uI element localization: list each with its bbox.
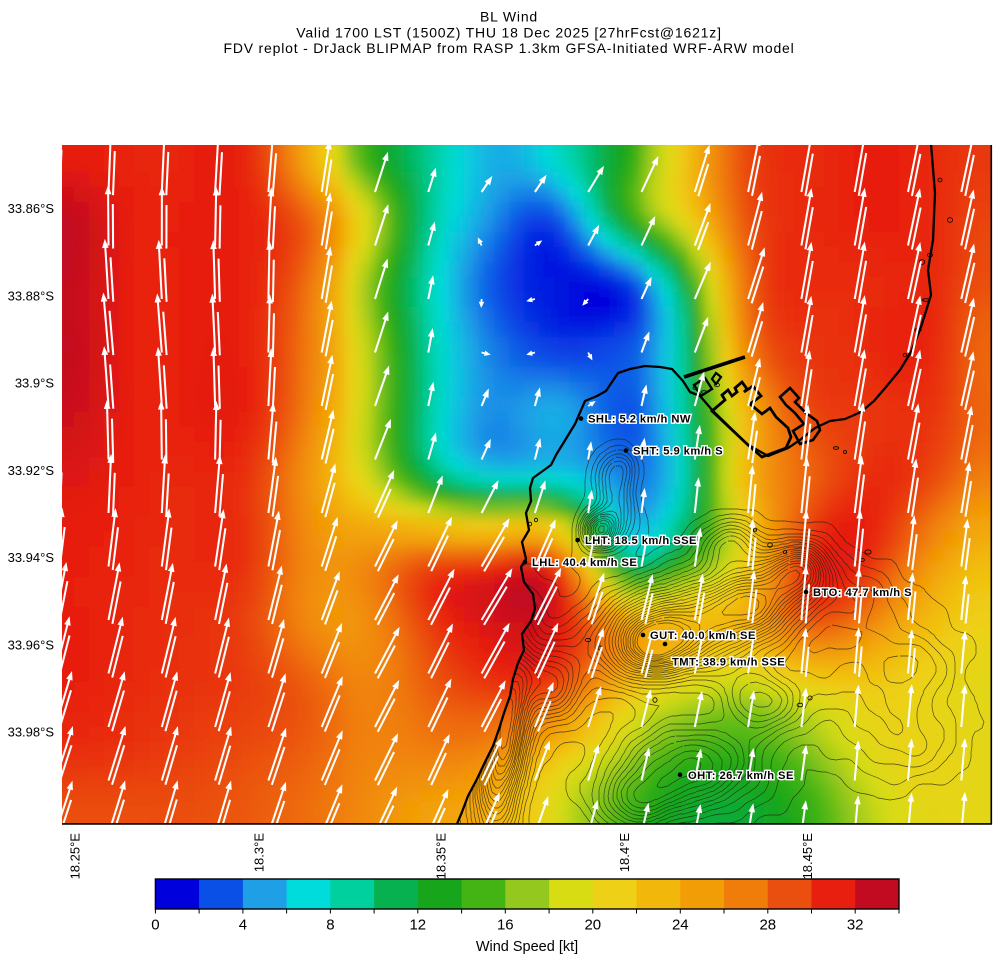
svg-text:33.9°S: 33.9°S (15, 376, 55, 391)
svg-text:33.96°S: 33.96°S (8, 637, 55, 652)
svg-text:LHL: 40.4 km/h SE: LHL: 40.4 km/h SE (532, 557, 637, 569)
svg-text:TMT: 38.9 km/h SSE: TMT: 38.9 km/h SSE (672, 657, 785, 669)
svg-text:20: 20 (584, 917, 601, 934)
svg-text:4: 4 (239, 917, 247, 934)
svg-text:28: 28 (759, 917, 776, 934)
svg-text:18.4°E: 18.4°E (617, 833, 632, 873)
svg-text:33.88°S: 33.88°S (8, 289, 55, 304)
svg-text:18.35°E: 18.35°E (434, 833, 449, 880)
svg-text:Wind Speed [kt]: Wind Speed [kt] (476, 939, 578, 955)
svg-text:FDV replot - DrJack BLIPMAP fr: FDV replot - DrJack BLIPMAP from RASP 1.… (223, 40, 794, 56)
svg-text:Valid 1700 LST (1500Z) THU 18: Valid 1700 LST (1500Z) THU 18 Dec 2025 [… (296, 25, 722, 41)
svg-text:SHT: 5.9 km/h S: SHT: 5.9 km/h S (633, 446, 723, 458)
svg-text:33.86°S: 33.86°S (8, 201, 55, 216)
svg-text:12: 12 (409, 917, 426, 934)
svg-text:18.45°E: 18.45°E (800, 833, 815, 880)
svg-text:LHT: 18.5 km/h SSE: LHT: 18.5 km/h SSE (585, 535, 697, 547)
svg-text:33.94°S: 33.94°S (8, 550, 55, 565)
svg-text:18.3°E: 18.3°E (251, 833, 266, 873)
svg-text:32: 32 (847, 917, 864, 934)
svg-text:GUT: 40.0 km/h SE: GUT: 40.0 km/h SE (650, 630, 756, 642)
svg-text:16: 16 (497, 917, 514, 934)
svg-text:BTO: 47.7 km/h S: BTO: 47.7 km/h S (813, 587, 912, 599)
svg-text:33.92°S: 33.92°S (8, 463, 55, 478)
svg-text:8: 8 (326, 917, 334, 934)
svg-text:24: 24 (672, 917, 689, 934)
svg-text:0: 0 (151, 917, 159, 934)
svg-text:OHT: 26.7 km/h SE: OHT: 26.7 km/h SE (688, 770, 794, 782)
svg-text:BL Wind: BL Wind (480, 9, 538, 25)
svg-text:33.98°S: 33.98°S (8, 725, 55, 740)
svg-text:18.25°E: 18.25°E (68, 833, 83, 880)
svg-text:SHL: 5.2 km/h NW: SHL: 5.2 km/h NW (588, 414, 691, 426)
